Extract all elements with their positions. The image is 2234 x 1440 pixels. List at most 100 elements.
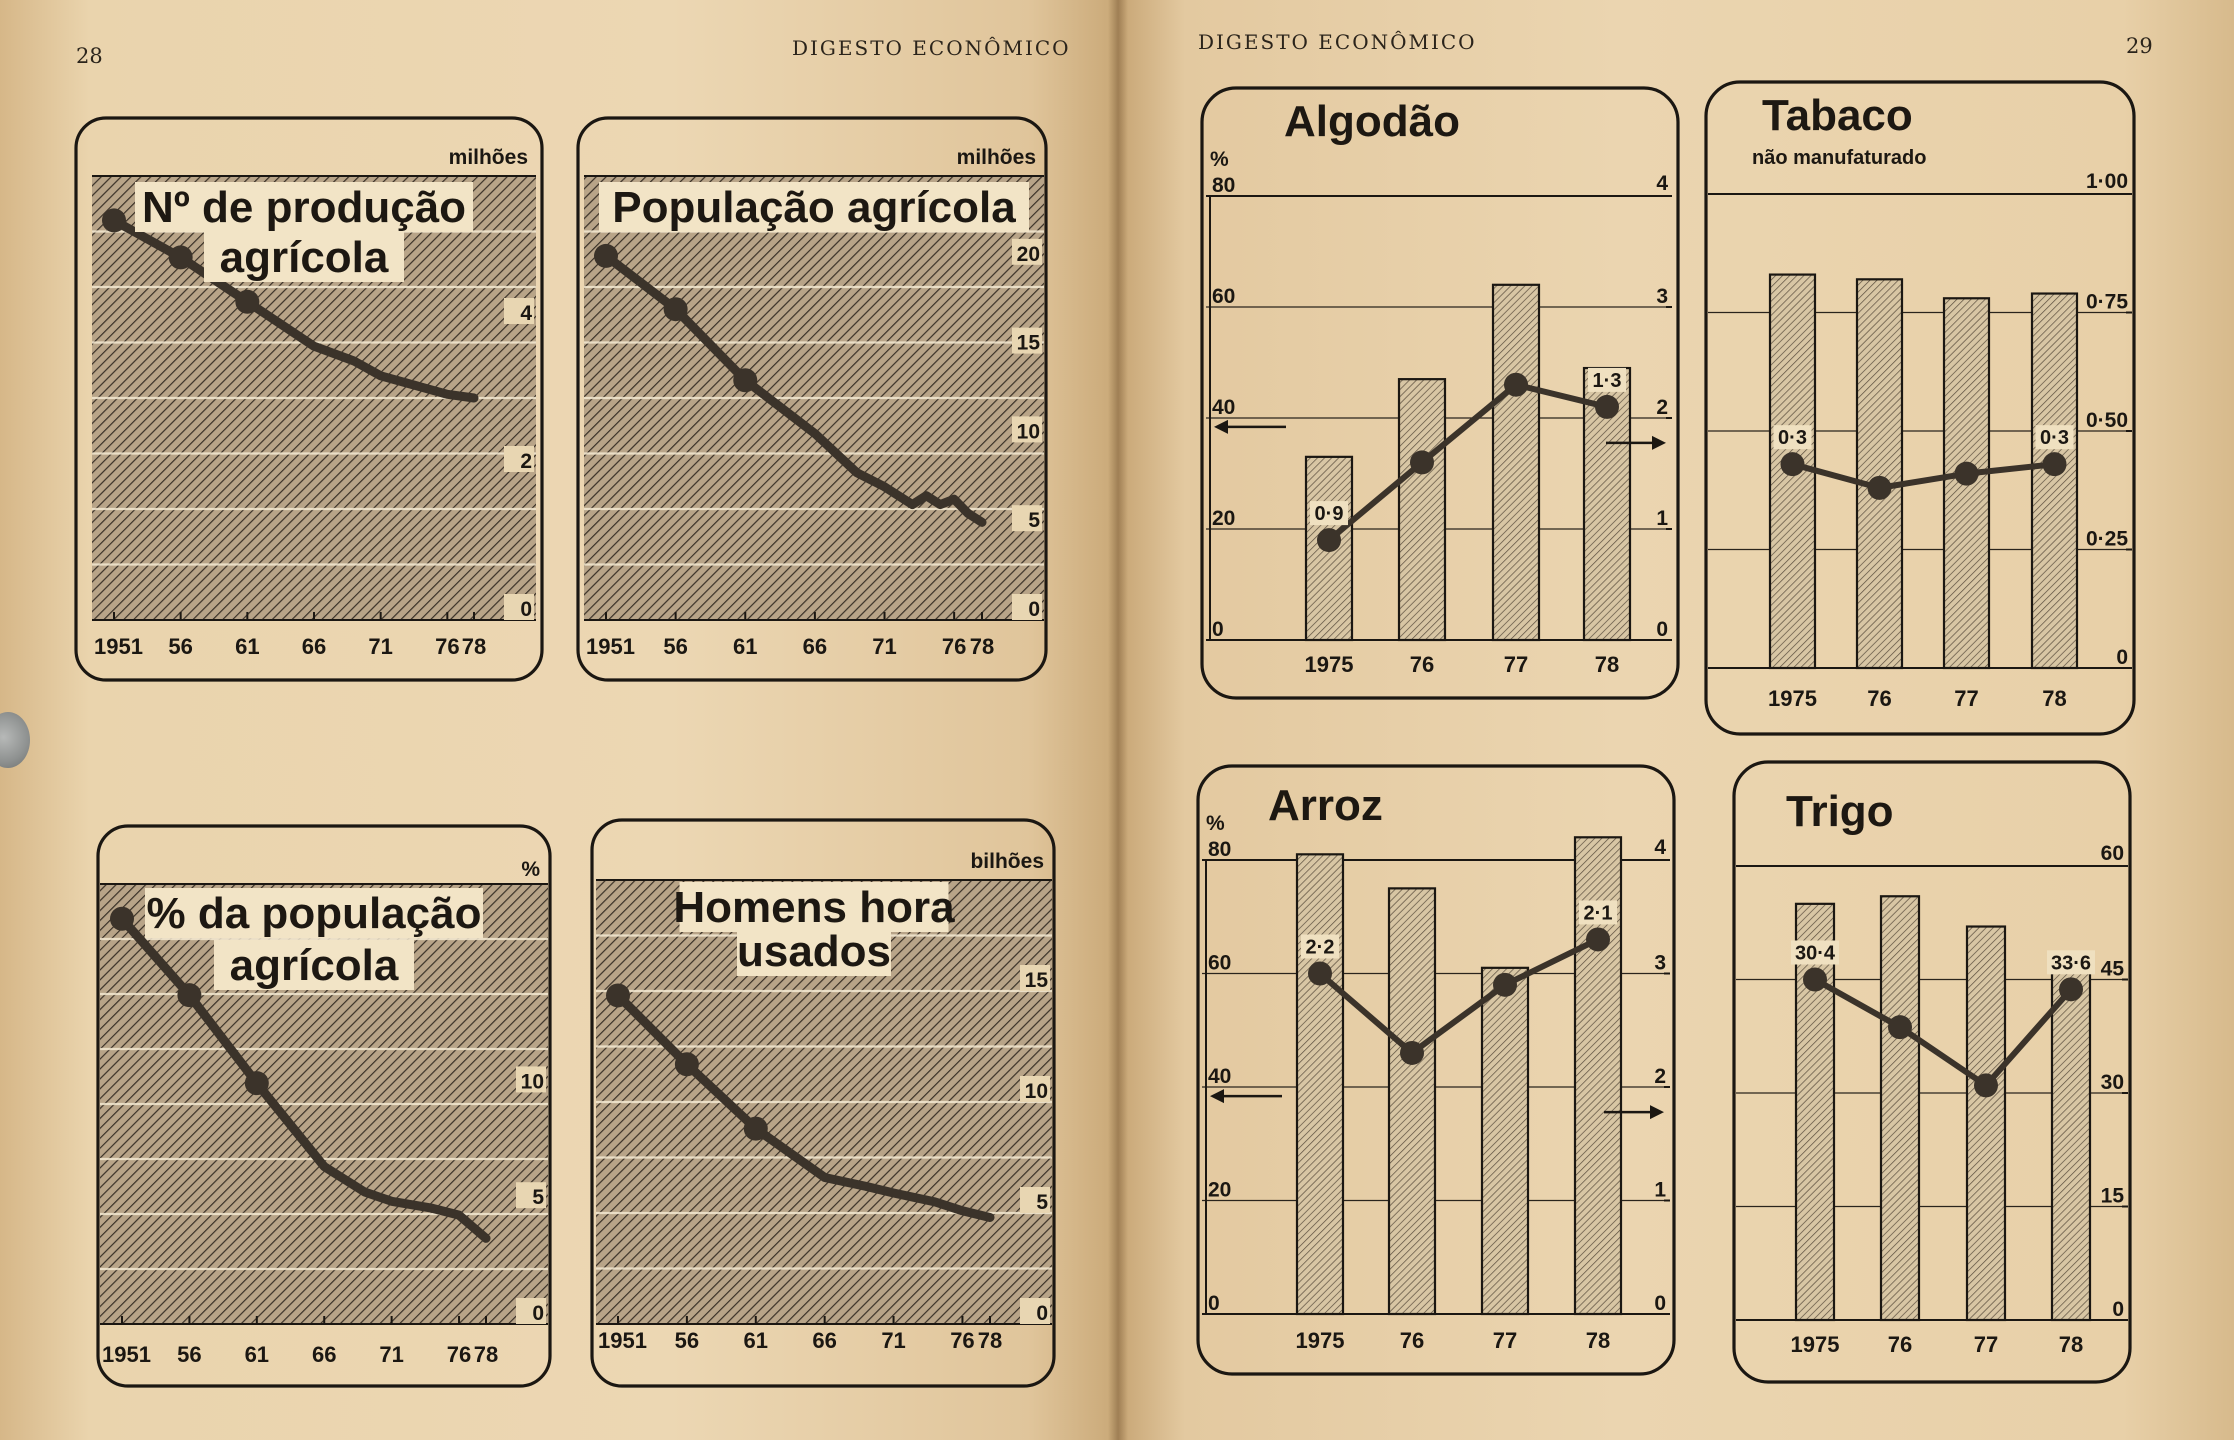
category-label: 76 — [1867, 686, 1891, 711]
data-label: 0·3 — [2040, 427, 2069, 449]
right-tick-label: 2 — [1654, 1065, 1666, 1088]
data-point — [110, 906, 134, 931]
x-tick-label: 66 — [812, 1328, 836, 1353]
x-tick-label: 66 — [803, 634, 827, 659]
y-tick-bg — [504, 594, 534, 620]
chart-populacao: 20 15 10 5 0 milhões População agrícola 1951 56 6… — [576, 116, 1048, 682]
left-tick-label: 20 — [1208, 1179, 1231, 1202]
left-tick-label: 0 — [1208, 1292, 1220, 1315]
chart-title: usados — [737, 927, 891, 976]
data-point — [1867, 475, 1892, 500]
chart-frame — [1196, 764, 1676, 1376]
chart-algodao: 4 3 2 1 0% 80 60 40 20 0 0·9 1·3 Algodão 1975 76 77 78 — [1200, 86, 1680, 700]
data-label: 0·9 — [1315, 503, 1344, 525]
y-tick-label: 0 — [532, 1302, 544, 1325]
data-point — [2059, 977, 2083, 1002]
x-tick-label: 61 — [733, 634, 757, 659]
right-tick-label: 4 — [1656, 172, 1668, 195]
y-tick-bg — [1012, 327, 1042, 354]
chart-title: Homens hora — [673, 883, 955, 932]
right-tick-label: 3 — [1654, 952, 1666, 975]
data-point — [674, 1052, 699, 1077]
left-tick-label: 40 — [1212, 396, 1235, 419]
right-tick-label: 0 — [2116, 646, 2128, 669]
x-tick-label: 56 — [675, 1328, 699, 1353]
right-tick-label: 0·75 — [2086, 291, 2128, 314]
chart-frame — [590, 818, 1056, 1388]
chart-title: Tabaco — [1762, 91, 1913, 140]
x-tick-label: 78 — [970, 634, 994, 659]
y-tick-label: 15 — [1017, 332, 1041, 355]
data-label-bg — [1301, 934, 1339, 959]
x-tick-label: 1951 — [102, 1342, 151, 1367]
series-line — [1318, 936, 1600, 1056]
x-tick-label: 61 — [744, 1328, 768, 1353]
bar — [1965, 925, 2007, 1322]
data-label-bg — [2047, 950, 2095, 975]
right-tick-label: 1 — [1654, 1179, 1666, 1202]
y-tick-label: 10 — [1025, 1080, 1048, 1103]
data-point — [2042, 452, 2067, 477]
bar — [1794, 902, 1836, 1322]
right-tick-label: 60 — [2101, 842, 2124, 865]
y-tick-bg — [1020, 1187, 1050, 1213]
right-tick-label: 0·25 — [2086, 528, 2128, 551]
y-tick-label: 5 — [1036, 1191, 1048, 1214]
data-label-bg — [1791, 940, 1839, 965]
chart-title: agrícola — [230, 941, 399, 990]
bar — [1387, 887, 1437, 1316]
unit-label: milhões — [449, 146, 528, 169]
chart-title: Arroz — [1268, 781, 1383, 830]
data-point — [102, 208, 126, 233]
category-label: 78 — [2059, 1332, 2083, 1357]
data-point — [1954, 461, 1979, 486]
data-point — [168, 245, 193, 270]
y-tick-label: 5 — [532, 1186, 544, 1209]
left-tick-label: 60 — [1212, 285, 1235, 308]
bar — [2050, 955, 2092, 1322]
y-tick-bg — [1020, 965, 1050, 991]
chart-arroz: 4 3 2 1 0% 80 60 40 20 0 2·2 2·1 Arroz 1975 76 77 78 — [1196, 764, 1676, 1376]
unit-label: milhões — [957, 146, 1036, 169]
chart-subtitle: não manufaturado — [1752, 147, 1926, 169]
right-tick-label: 15 — [2101, 1185, 2125, 1208]
data-point — [1888, 1015, 1912, 1040]
category-label: 78 — [2042, 686, 2066, 711]
y-tick-bg — [516, 1298, 546, 1324]
y-tick-bg — [1012, 594, 1042, 620]
title-background — [135, 182, 473, 232]
y-tick-label: 20 — [1017, 243, 1040, 266]
chart-frame — [1704, 80, 2136, 736]
unit-label: bilhões — [970, 850, 1044, 873]
chart-trigo: 60 45 30 15 0 30·4 33·6 Trigo 1975 76 77 78 — [1732, 760, 2132, 1384]
left-tick-label: 80 — [1208, 838, 1231, 861]
data-point — [1493, 972, 1517, 997]
category-label: 1975 — [1305, 652, 1354, 677]
category-label: 1975 — [1768, 686, 1817, 711]
title-background — [737, 926, 891, 976]
left-tick-label: 60 — [1208, 952, 1231, 975]
data-label: 1·3 — [1593, 370, 1622, 392]
left-tick-label: 20 — [1212, 507, 1235, 530]
right-tick-label: 2 — [1656, 396, 1668, 419]
right-tick-label: 3 — [1656, 285, 1668, 308]
data-point — [1504, 372, 1528, 397]
data-point — [1780, 452, 1805, 477]
data-label-bg — [2035, 425, 2074, 450]
category-label: 76 — [1410, 652, 1434, 677]
bar — [1295, 853, 1345, 1316]
chart-title: agrícola — [220, 233, 389, 282]
y-tick-label: 5 — [1028, 509, 1040, 532]
left-tick-label: 80 — [1212, 174, 1235, 197]
y-tick-bg — [504, 446, 534, 472]
title-background — [214, 940, 414, 990]
data-label-bg — [1579, 900, 1617, 925]
series-line — [117, 914, 491, 1243]
data-point — [1410, 450, 1434, 475]
x-tick-label: 66 — [312, 1342, 336, 1367]
y-tick-label: 0 — [520, 598, 532, 621]
category-label: 76 — [1888, 1332, 1912, 1357]
x-tick-label: 78 — [978, 1328, 1002, 1353]
